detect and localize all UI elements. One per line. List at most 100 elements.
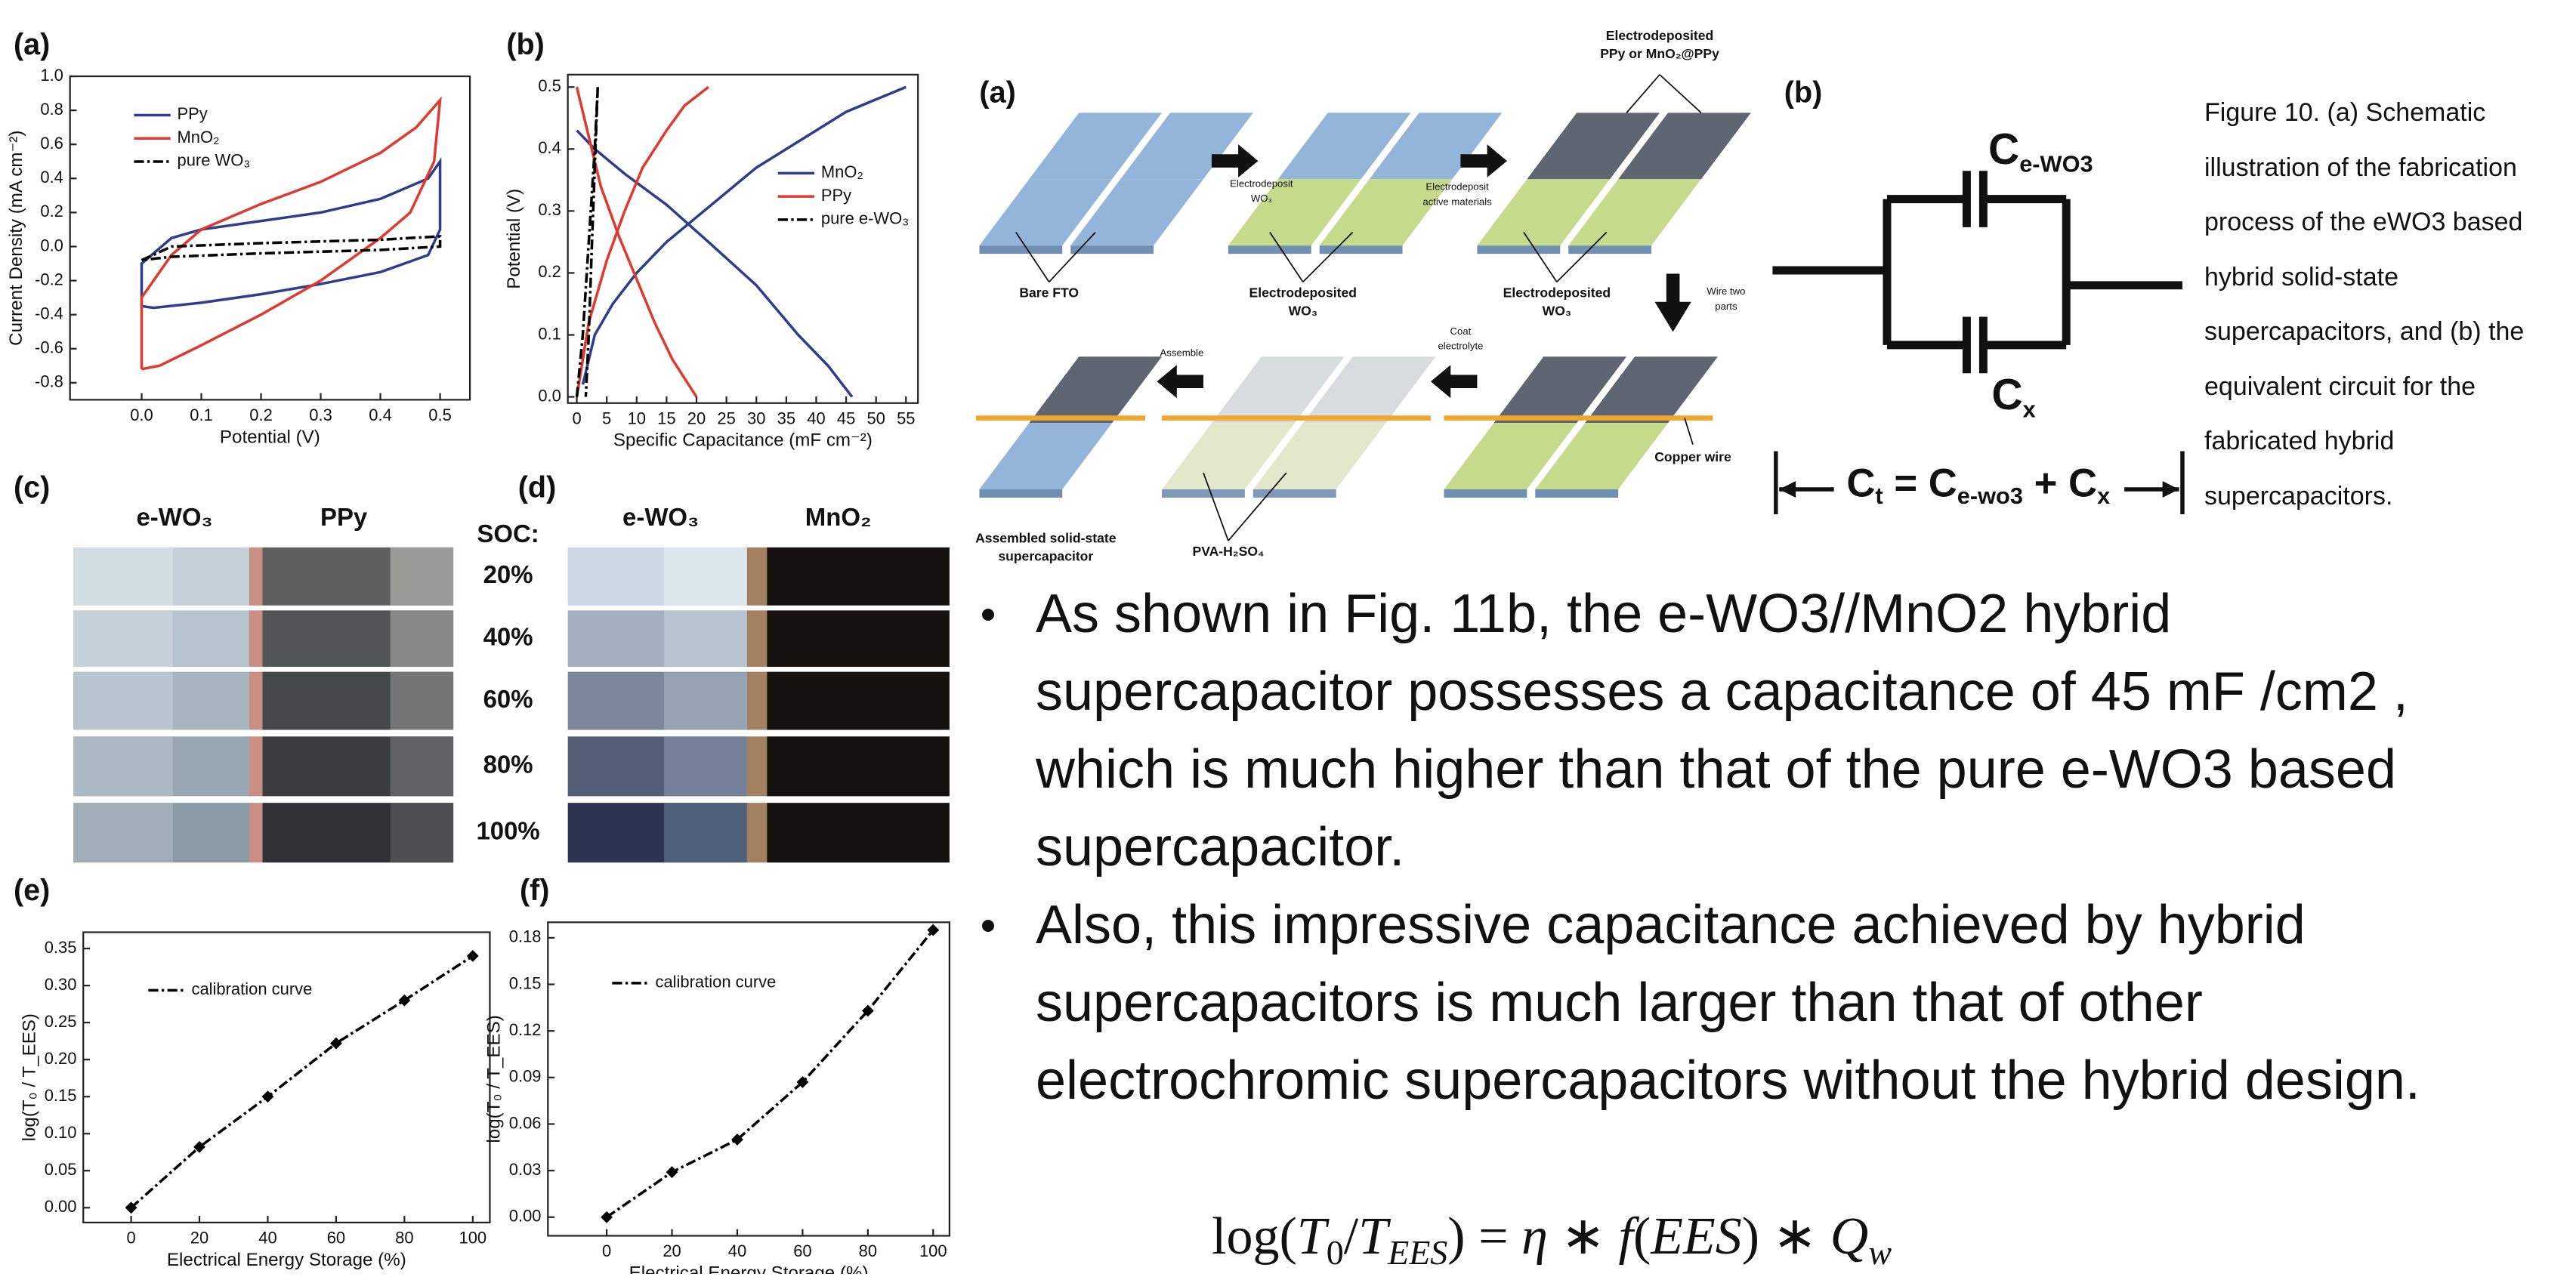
x-tick-label: 40 xyxy=(807,409,825,428)
x-tick-label: 20 xyxy=(190,1229,208,1248)
x-tick-label: 0 xyxy=(602,1241,611,1260)
photo-c-stripe xyxy=(249,736,263,796)
panel-label: (a) xyxy=(14,28,50,61)
x-tick-label: 60 xyxy=(327,1229,345,1248)
x-tick-label: 60 xyxy=(793,1241,811,1260)
schematic-label: Electrodeposit xyxy=(1425,181,1489,193)
soc-label: 100% xyxy=(476,816,539,844)
x-tick-label: 15 xyxy=(657,409,675,428)
y-tick-label: 0.10 xyxy=(45,1123,77,1142)
x-tick-label: 55 xyxy=(897,409,915,428)
slab-bottom xyxy=(979,423,1112,489)
photo-d-tint xyxy=(664,547,747,606)
equation-part: ( xyxy=(1633,1207,1651,1266)
data-point xyxy=(666,1166,678,1178)
schematic-label: Assembled solid-state xyxy=(975,531,1117,546)
slab-top xyxy=(1029,356,1162,423)
photo-d-stripe xyxy=(747,736,767,796)
y-tick-label: 0.09 xyxy=(509,1067,542,1086)
slab-edge xyxy=(979,489,1062,498)
data-point xyxy=(467,950,479,962)
page: Hybrid electrochromic supercapacitors {"… xyxy=(0,0,2576,1274)
equation-part: = C xyxy=(1883,461,1957,506)
photo-header: PPy xyxy=(320,503,368,531)
y-tick-label: 0.03 xyxy=(509,1160,542,1179)
x-tick-label: 40 xyxy=(728,1241,746,1260)
soc-title: SOC: xyxy=(477,520,539,547)
y-tick-label: 0.05 xyxy=(45,1160,77,1179)
x-axis-label: Electrical Energy Storage (%) xyxy=(629,1263,869,1274)
y-tick-label: 0.20 xyxy=(45,1049,77,1068)
x-tick-label: 25 xyxy=(717,409,735,428)
x-tick-label: 0.3 xyxy=(309,406,332,424)
label-main: C xyxy=(1988,125,2019,174)
y-tick-label: 0.25 xyxy=(45,1012,77,1031)
slide: (a)1.00.80.60.40.20.0-0.2-0.4-0.6-0.80.0… xyxy=(0,0,2576,1274)
schematic-label: active materials xyxy=(1422,196,1492,207)
x-tick-label: 50 xyxy=(866,409,885,428)
photo-d-tint xyxy=(664,610,747,667)
x-tick-label: 30 xyxy=(747,409,765,428)
x-tick-label: 45 xyxy=(837,409,855,428)
photo-d-right xyxy=(767,547,950,606)
x-tick-label: 0.5 xyxy=(428,406,452,424)
panel-label: (d) xyxy=(518,470,556,504)
bullet-text: Also, this impressive capacitance achiev… xyxy=(1036,895,2420,1111)
equation-part: f xyxy=(1618,1207,1632,1266)
y-tick-label: -0.8 xyxy=(35,372,63,391)
bullet-dot xyxy=(982,920,994,932)
y-tick-label: 0.06 xyxy=(509,1113,542,1132)
y-axis-label: log(T₀ / T_EES) xyxy=(483,1015,504,1143)
y-tick-label: 0.15 xyxy=(509,973,542,992)
schematic-label: WO₃ xyxy=(1289,304,1317,319)
dimension-arrow xyxy=(1779,481,1796,498)
circuit-equation: Ct = Ce-wo3 + Cx xyxy=(1846,461,2110,510)
legend-label: PPy xyxy=(821,186,851,205)
photo-c-glare xyxy=(391,547,453,606)
photo-c-stripe xyxy=(249,610,263,667)
y-tick-label: 0.4 xyxy=(538,138,561,157)
x-tick-label: 35 xyxy=(777,409,795,428)
pointer-line xyxy=(1685,418,1693,445)
schematic-label: Electrodeposited xyxy=(1503,285,1611,300)
photo-c-glare xyxy=(391,672,453,730)
photo-d-stripe xyxy=(747,803,767,862)
soc-label: 40% xyxy=(483,622,533,650)
bullet-dot xyxy=(982,609,994,621)
x-tick-label: 20 xyxy=(663,1241,681,1260)
bullet-text: As shown in Fig. 11b, the e-WO3//MnO2 hy… xyxy=(1036,584,2408,877)
process-arrow xyxy=(1157,365,1203,398)
photo-c-stripe xyxy=(249,672,263,730)
equation-part: ) = xyxy=(1447,1207,1521,1266)
equation-part: Q xyxy=(1830,1207,1869,1266)
panel-label: (a) xyxy=(979,76,1015,109)
legend-label: MnO₂ xyxy=(821,162,863,181)
photo-c-tint xyxy=(73,672,173,730)
y-tick-label: 0.00 xyxy=(509,1207,542,1226)
schematic-label: Coat xyxy=(1450,325,1472,337)
photo-d-right xyxy=(767,803,950,862)
photo-d-stripe xyxy=(747,547,767,606)
legend-label: calibration curve xyxy=(655,973,776,992)
capacitor-label: Ce-WO3 xyxy=(1988,125,2093,177)
y-tick-label: -0.2 xyxy=(35,270,63,288)
photo-c-tint xyxy=(73,736,173,796)
equation-part: EES xyxy=(1651,1207,1742,1266)
equation-part: C xyxy=(1846,461,1875,506)
soc-label: 20% xyxy=(483,560,533,588)
equation-part: ) ∗ xyxy=(1742,1207,1830,1266)
y-tick-label: 0.30 xyxy=(45,975,77,994)
bullet-list: As shown in Fig. 11b, the e-WO3//MnO2 hy… xyxy=(979,575,2460,1120)
y-tick-label: 0.1 xyxy=(538,324,561,343)
y-tick-label: 0.35 xyxy=(45,938,77,957)
y-tick-label: 0.18 xyxy=(509,927,542,946)
equation-part: η xyxy=(1521,1207,1548,1266)
x-tick-label: 100 xyxy=(919,1241,947,1260)
process-arrow xyxy=(1654,273,1691,332)
slab-edge xyxy=(1162,489,1245,498)
photo-d-stripe xyxy=(747,610,767,667)
equation-part: log( xyxy=(1212,1207,1297,1266)
schematic-label: Copper wire xyxy=(1654,449,1731,464)
slab-edge xyxy=(1444,489,1527,498)
x-tick-label: 0 xyxy=(572,409,581,428)
